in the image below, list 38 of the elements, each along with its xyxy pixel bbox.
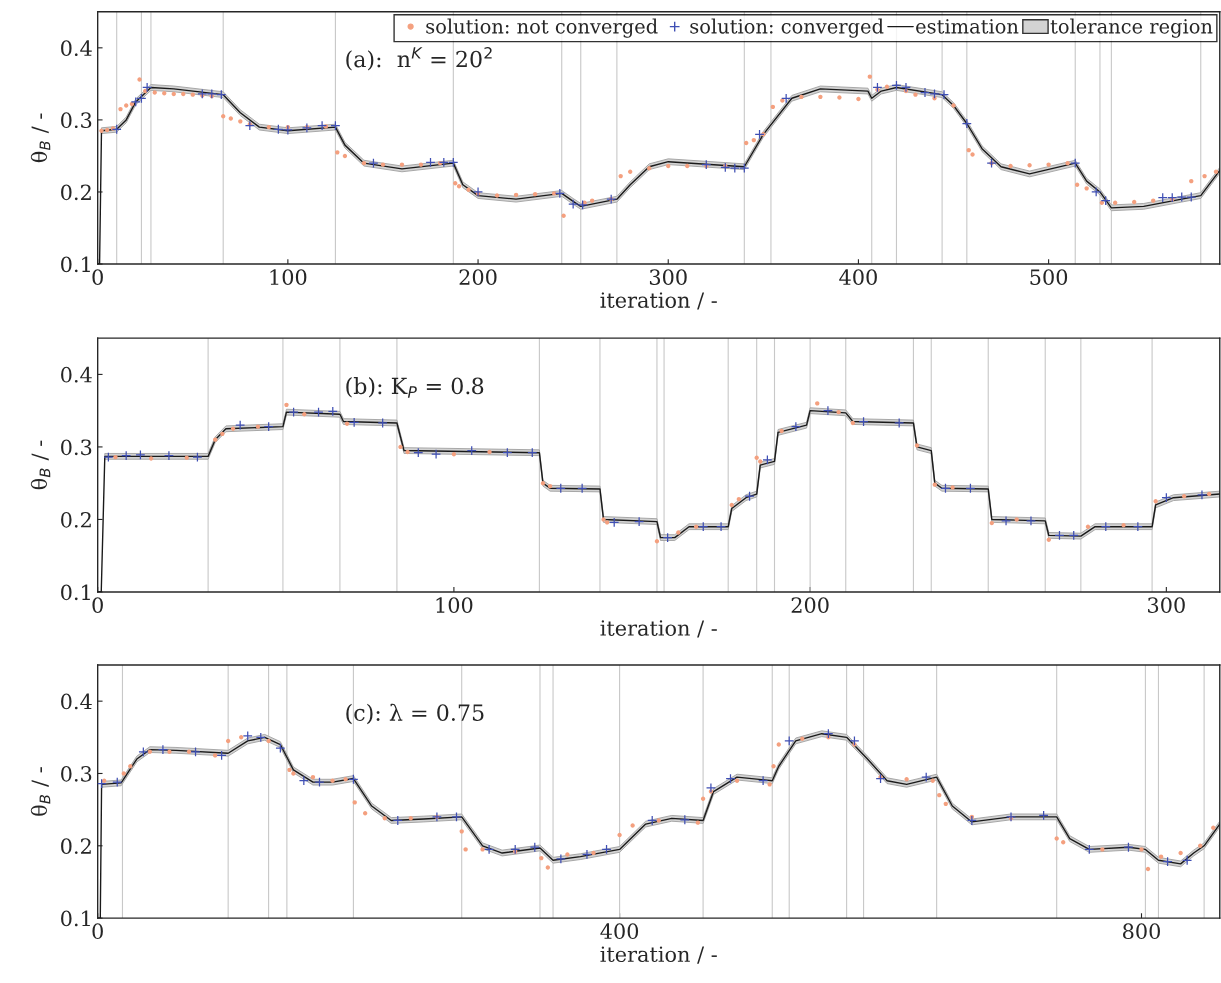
y-tick-label: 0.2	[61, 184, 91, 201]
legend-label: estimation	[916, 19, 1019, 34]
y-tick-label: 0.1	[61, 910, 90, 927]
x-tick-label: 400	[600, 923, 639, 940]
x-tick-label: 0	[92, 269, 103, 286]
annotation: (a): n$^{K}$ = 20$^{2}$	[346, 47, 492, 71]
y-tick-label: 0.2	[61, 838, 91, 855]
x-tick-label: 0	[92, 597, 103, 613]
x-tick-label: 200	[459, 269, 497, 286]
x-tick-label: 100	[270, 269, 307, 286]
y-axis-title: θ$_{B}$ / -	[30, 113, 51, 163]
y-tick-label: 0.3	[61, 765, 92, 782]
y-tick-label: 0.4	[61, 366, 92, 383]
x-tick-label: 500	[1030, 269, 1068, 286]
x-tick-label: 800	[1123, 923, 1160, 940]
y-tick-label: 0.4	[61, 693, 92, 710]
x-tick-label: 100	[436, 597, 473, 613]
x-tick-label: 200	[791, 597, 829, 613]
legend-label: solution: not converged	[426, 18, 658, 38]
y-tick-label: 0.4	[61, 40, 92, 57]
annotation: (c): λ = 0.75	[346, 703, 484, 725]
x-tick-label: 0	[92, 923, 103, 940]
y-axis-title: θ$_{B}$ / -	[30, 767, 51, 816]
y-tick-label: 0.1	[61, 584, 90, 601]
y-tick-label: 0.3	[61, 112, 92, 129]
legend-label: solution: converged	[690, 18, 884, 38]
y-axis-title: θ$_{B}$ / -	[30, 440, 51, 490]
x-axis-title: iteration / -	[600, 620, 717, 638]
x-axis-title: iteration / -	[600, 292, 717, 310]
legend-label: tolerance region	[1050, 18, 1213, 38]
x-tick-label: 400	[839, 269, 877, 286]
y-tick-label: 0.3	[61, 439, 92, 456]
y-tick-label: 0.2	[61, 511, 91, 528]
annotation: (b): K$_{P}$ = 0.8	[346, 377, 484, 398]
y-tick-label: 0.1	[61, 256, 90, 273]
x-tick-label: 300	[1148, 597, 1185, 613]
x-axis-title: iteration / -	[600, 946, 717, 964]
x-tick-label: 300	[649, 269, 687, 286]
